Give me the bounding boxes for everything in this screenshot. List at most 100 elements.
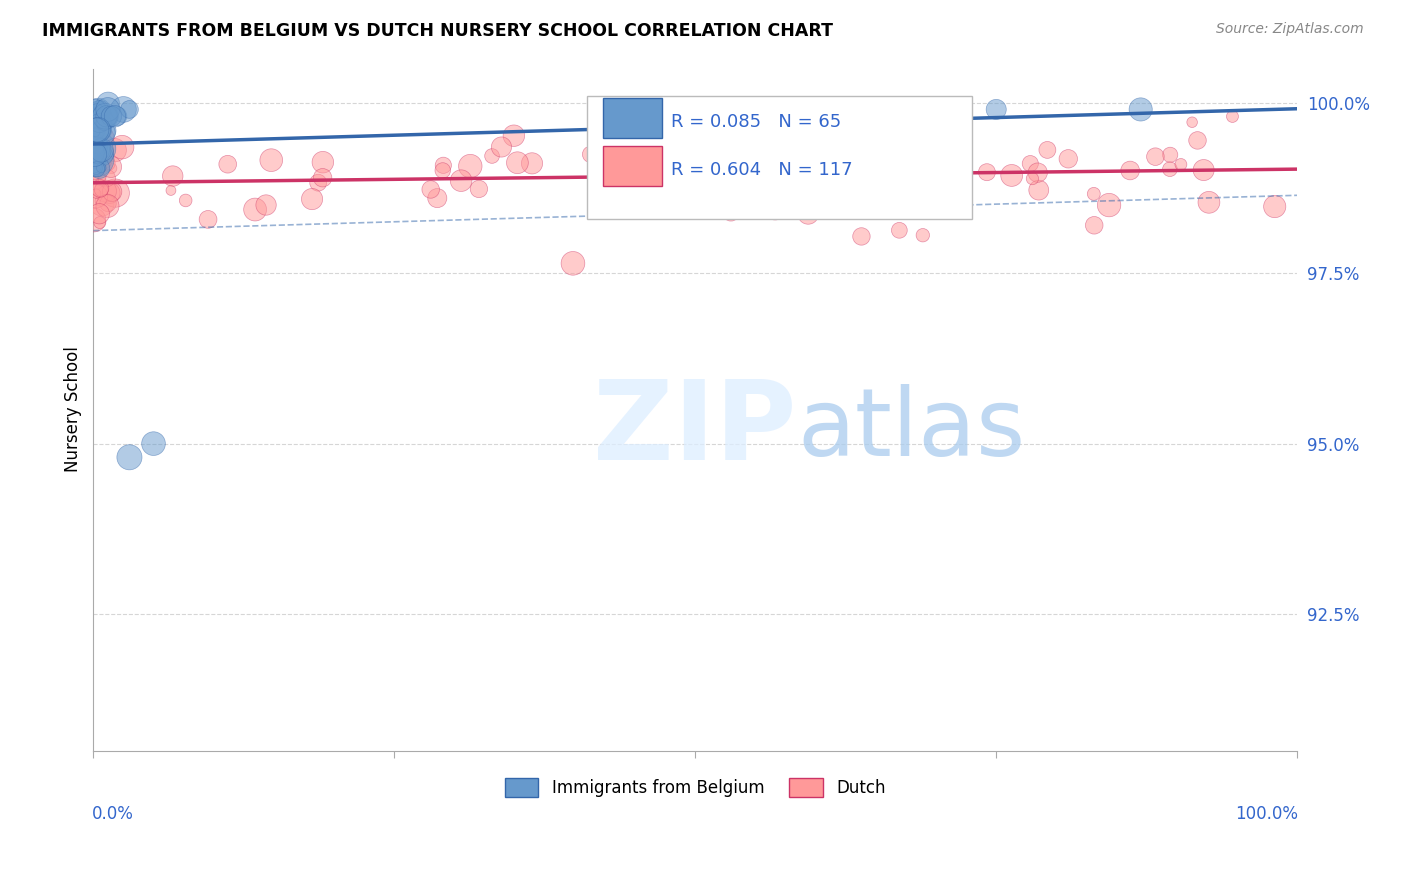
Point xyxy=(83,136,105,150)
Point xyxy=(87,103,110,118)
Point xyxy=(84,143,107,157)
Point xyxy=(86,103,108,118)
Point xyxy=(91,116,114,130)
Point xyxy=(87,144,110,158)
Legend: Immigrants from Belgium, Dutch: Immigrants from Belgium, Dutch xyxy=(498,771,893,804)
Point xyxy=(112,103,135,117)
Point xyxy=(96,109,118,123)
Point xyxy=(922,132,945,146)
Point xyxy=(83,157,105,171)
Point xyxy=(612,175,634,189)
FancyBboxPatch shape xyxy=(603,145,662,186)
Point xyxy=(118,450,141,465)
Point xyxy=(734,194,756,208)
Y-axis label: Nursery School: Nursery School xyxy=(65,347,82,473)
Point xyxy=(86,139,108,153)
Point xyxy=(93,158,115,172)
Point xyxy=(91,153,114,167)
Point xyxy=(1026,166,1049,180)
Point xyxy=(97,103,120,117)
Point xyxy=(720,205,742,219)
Point xyxy=(1019,156,1042,170)
Point xyxy=(87,141,110,155)
Point xyxy=(419,182,441,196)
Point xyxy=(86,142,108,156)
Point xyxy=(83,128,105,143)
Point xyxy=(254,198,277,212)
Point xyxy=(83,136,105,151)
Point xyxy=(426,191,449,205)
Point xyxy=(828,162,851,177)
Point xyxy=(799,132,821,146)
Point xyxy=(83,147,105,161)
Point xyxy=(1129,103,1152,117)
Point xyxy=(100,109,122,123)
Point xyxy=(681,153,703,167)
Point xyxy=(84,161,107,175)
Point xyxy=(769,181,792,195)
Point xyxy=(744,103,766,117)
Point xyxy=(83,153,105,168)
Point xyxy=(89,207,111,221)
Point xyxy=(1098,198,1121,212)
Point xyxy=(111,140,134,154)
Point xyxy=(468,182,491,196)
Point xyxy=(1144,150,1167,164)
Point xyxy=(520,156,543,170)
Point xyxy=(84,128,107,142)
Point xyxy=(83,158,105,172)
Point xyxy=(104,186,127,200)
Point xyxy=(1264,200,1286,214)
Point xyxy=(1222,110,1244,124)
Point xyxy=(84,186,107,201)
Point xyxy=(450,174,472,188)
Point xyxy=(312,155,335,169)
Point xyxy=(703,158,725,172)
Point xyxy=(90,197,112,211)
Text: R = 0.604   N = 117: R = 0.604 N = 117 xyxy=(671,161,853,178)
Point xyxy=(579,147,602,161)
Text: atlas: atlas xyxy=(797,384,1026,476)
Point xyxy=(84,125,107,139)
Point xyxy=(84,111,107,125)
Point xyxy=(94,112,117,126)
Point xyxy=(837,137,859,152)
Point xyxy=(655,161,678,176)
Point xyxy=(506,155,529,169)
Point xyxy=(855,143,877,157)
Point xyxy=(817,153,839,167)
Text: IMMIGRANTS FROM BELGIUM VS DUTCH NURSERY SCHOOL CORRELATION CHART: IMMIGRANTS FROM BELGIUM VS DUTCH NURSERY… xyxy=(42,22,834,40)
Point xyxy=(894,156,917,170)
Point xyxy=(1181,115,1204,129)
Point xyxy=(90,123,112,137)
Point xyxy=(104,143,127,157)
Point xyxy=(1198,195,1220,210)
Point xyxy=(87,99,110,113)
Point xyxy=(714,146,737,161)
Point xyxy=(86,123,108,137)
Point xyxy=(118,103,141,117)
Point xyxy=(97,156,120,170)
Point xyxy=(90,143,112,157)
Text: 0.0%: 0.0% xyxy=(93,805,134,823)
Point xyxy=(939,182,962,196)
Point xyxy=(915,194,938,208)
Point xyxy=(1192,163,1215,178)
Point xyxy=(718,138,741,153)
Point xyxy=(842,151,865,165)
Point xyxy=(481,149,503,163)
Point xyxy=(810,138,832,153)
Point xyxy=(89,142,111,156)
Point xyxy=(87,123,110,137)
Point xyxy=(162,169,184,183)
Point xyxy=(89,194,111,208)
Point xyxy=(91,126,114,140)
Point xyxy=(96,199,118,213)
Point xyxy=(86,107,108,121)
Point xyxy=(491,140,513,154)
Point xyxy=(101,185,124,199)
Point xyxy=(942,168,965,182)
Point xyxy=(90,116,112,130)
Point xyxy=(799,196,821,211)
FancyBboxPatch shape xyxy=(603,98,662,138)
